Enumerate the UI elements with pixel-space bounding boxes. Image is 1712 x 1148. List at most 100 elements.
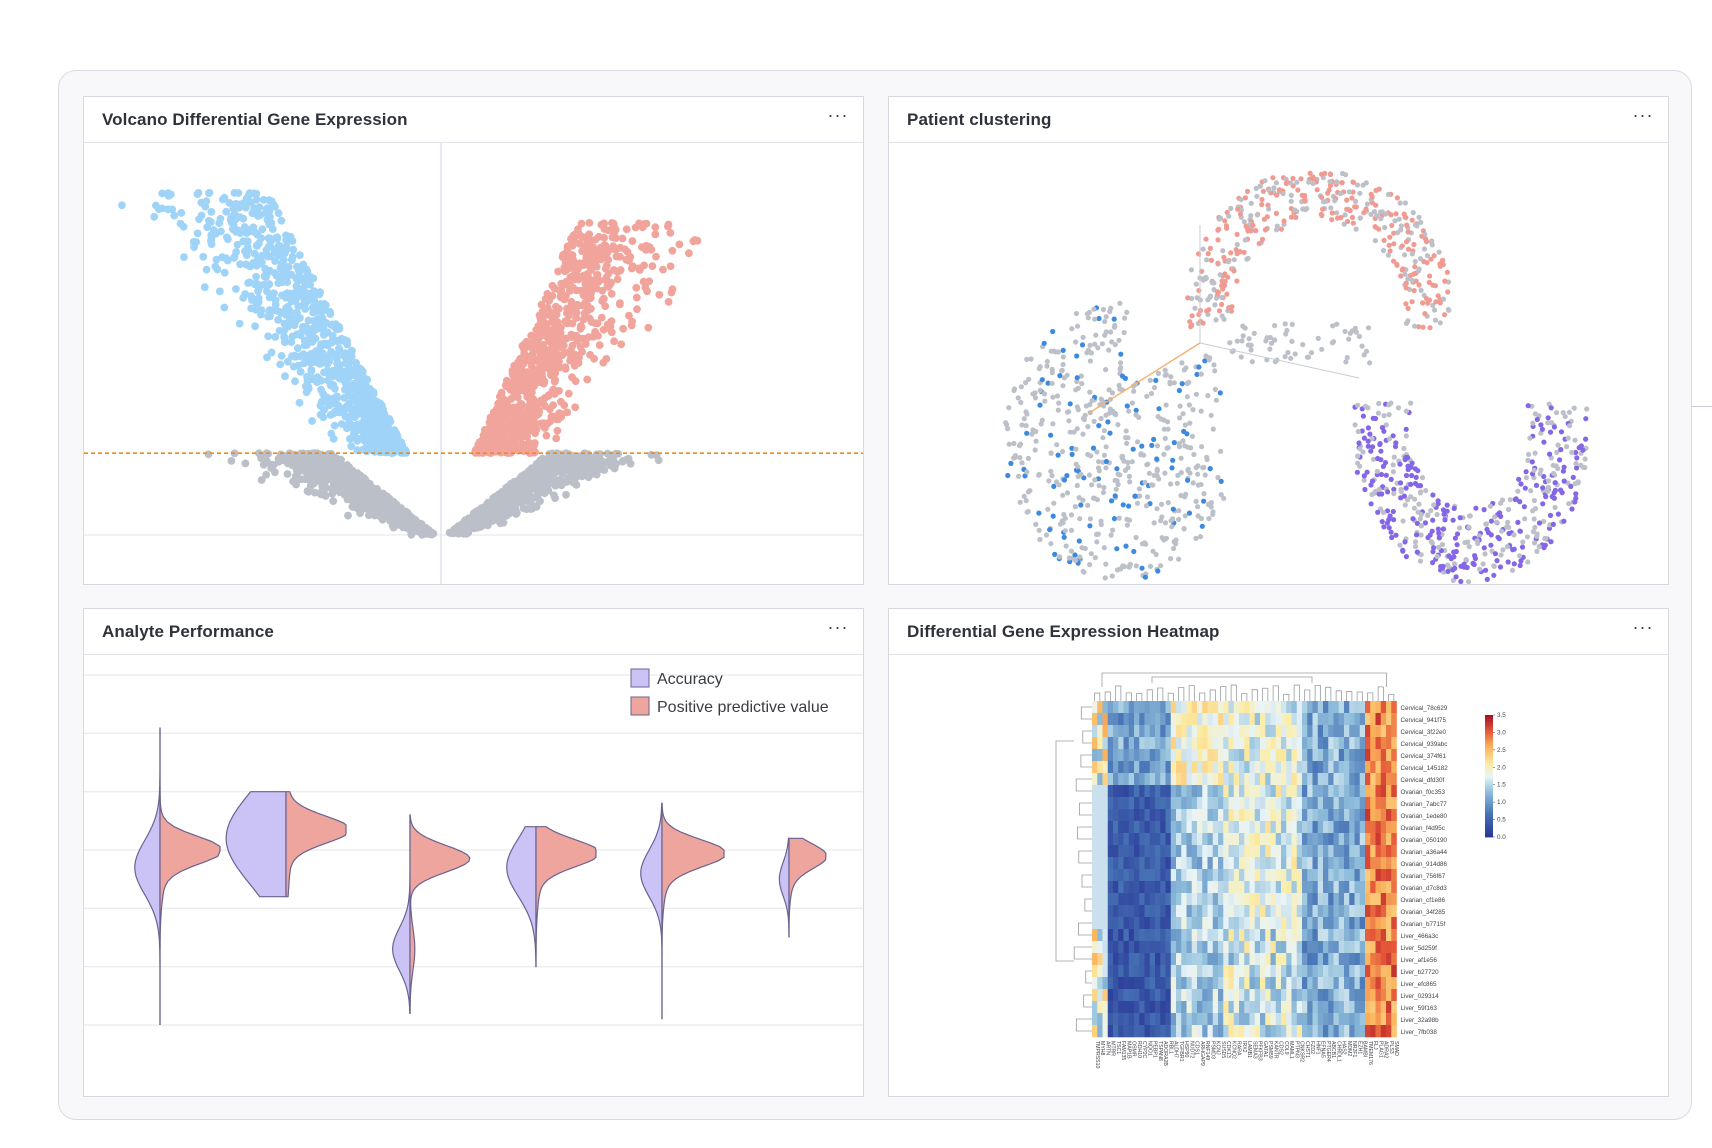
more-options-button[interactable]: ···	[1632, 105, 1654, 125]
cluster-point	[1531, 467, 1537, 473]
volcano-point	[389, 446, 398, 454]
cluster-point	[1483, 521, 1489, 527]
heatmap-cell	[1218, 713, 1224, 726]
volcano-point	[365, 511, 373, 520]
cluster-point	[1059, 368, 1065, 374]
heatmap-cell	[1170, 749, 1177, 762]
cluster-point	[1390, 433, 1396, 439]
cluster-point	[1398, 273, 1404, 279]
cluster-point	[1185, 477, 1191, 483]
heatmap-cell	[1291, 725, 1298, 738]
volcano-point	[247, 292, 256, 301]
heatmap-cell	[1128, 749, 1135, 762]
volcano-point	[562, 490, 570, 499]
volcano-point	[281, 372, 289, 381]
cluster-point	[1249, 359, 1255, 365]
heatmap-cell	[1228, 737, 1235, 750]
volcano-point	[265, 252, 274, 261]
heatmap-cell	[1244, 713, 1250, 726]
cluster-point	[1198, 371, 1204, 377]
volcano-point	[327, 321, 336, 329]
cluster-point	[1200, 465, 1206, 471]
cluster-point	[1377, 441, 1383, 447]
heatmap-cell	[1323, 713, 1329, 726]
volcano-point	[261, 209, 270, 217]
volcano-point	[323, 367, 332, 375]
heatmap-cell	[1380, 713, 1387, 726]
cluster-point	[1290, 175, 1296, 181]
cluster-point	[1409, 278, 1415, 284]
cluster-point	[1319, 212, 1325, 219]
heatmap-cell	[1097, 713, 1103, 726]
volcano-point	[307, 366, 316, 374]
cluster-point	[1250, 222, 1256, 228]
cluster-point	[1062, 528, 1068, 534]
volcano-point	[664, 298, 673, 306]
cluster-point	[1583, 416, 1589, 422]
cluster-point	[1457, 525, 1463, 531]
volcano-point	[316, 410, 325, 419]
more-options-button[interactable]: ···	[1632, 617, 1654, 637]
volcano-point	[536, 497, 544, 505]
violin-panel-header: Analyte Performance ···	[84, 609, 863, 655]
volcano-point	[118, 201, 126, 210]
cluster-point	[1436, 535, 1442, 541]
volcano-point	[535, 327, 544, 335]
volcano-point	[289, 477, 297, 486]
cluster-point	[1379, 425, 1386, 431]
volcano-point	[585, 219, 594, 227]
cluster-point	[1078, 502, 1084, 508]
cluster-point	[1387, 248, 1393, 254]
volcano-point	[381, 439, 389, 448]
cluster-point	[1378, 448, 1384, 454]
cluster-point	[1417, 256, 1424, 262]
cluster-point	[1437, 263, 1443, 269]
cluster-point	[1569, 506, 1575, 512]
volcano-point	[342, 472, 350, 481]
volcano-point	[645, 277, 654, 286]
cluster-point	[1391, 486, 1397, 492]
volcano-point	[575, 457, 584, 466]
heatmap-cell	[1286, 713, 1292, 726]
cluster-point	[1389, 534, 1395, 541]
heatmap-cell	[1212, 701, 1219, 714]
volcano-point	[292, 282, 301, 291]
cluster-point	[1095, 531, 1101, 537]
cluster-point	[1176, 556, 1182, 562]
heatmap-cell	[1354, 701, 1361, 714]
cluster-point	[1357, 215, 1363, 221]
heatmap-cell	[1265, 725, 1271, 738]
heatmap-cell	[1354, 725, 1361, 738]
heatmap-cell	[1097, 749, 1103, 762]
cluster-point	[1005, 426, 1011, 432]
cluster-point	[1534, 548, 1540, 554]
cluster-point	[1429, 528, 1435, 534]
cluster-point	[1234, 278, 1240, 284]
volcano-point	[262, 246, 271, 254]
heatmap-cell	[1281, 725, 1287, 738]
more-options-button[interactable]: ···	[827, 105, 849, 125]
cluster-point	[1055, 407, 1061, 413]
cluster-point	[1338, 214, 1344, 221]
volcano-point	[296, 368, 305, 376]
cluster-point	[1293, 214, 1299, 220]
cluster-point	[1403, 485, 1409, 491]
cluster-point	[1574, 455, 1580, 461]
cluster-point	[1558, 429, 1565, 435]
cluster-point	[1444, 269, 1450, 275]
cluster-point	[1082, 412, 1088, 418]
volcano-point	[561, 477, 570, 486]
cluster-point	[1006, 405, 1012, 411]
cluster-point	[1202, 358, 1208, 364]
volcano-point	[651, 230, 660, 239]
cluster-point	[1292, 207, 1298, 213]
cluster-point	[1427, 273, 1433, 279]
more-options-button[interactable]: ···	[827, 617, 849, 637]
cluster-point	[1115, 471, 1121, 477]
cluster-point	[1310, 180, 1316, 186]
cluster-point	[1532, 524, 1538, 530]
heatmap-cell	[1144, 737, 1151, 750]
cluster-point	[1391, 490, 1397, 497]
heatmap-cell	[1218, 761, 1224, 774]
cluster-point	[1207, 245, 1213, 251]
